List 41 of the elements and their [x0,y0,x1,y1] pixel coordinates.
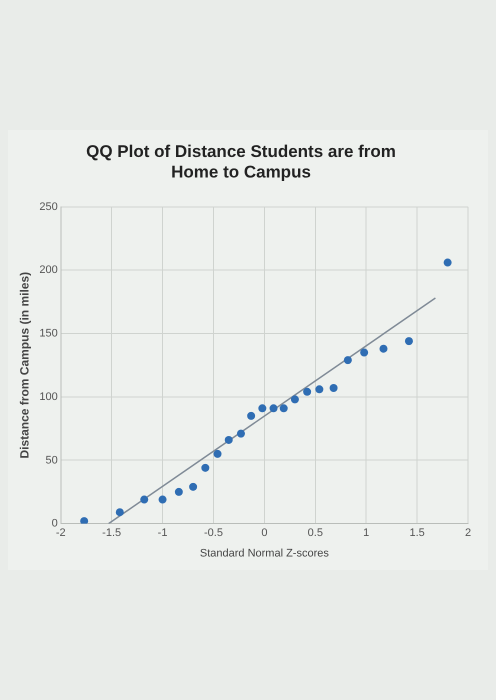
point [201,464,210,472]
y-tick-label: 0 [52,518,58,530]
point [258,404,266,412]
point [280,404,288,412]
x-tick-label: -1.5 [102,527,122,540]
x-tick-label: 0 [261,527,268,540]
point [404,337,413,346]
x-tick-label: 1.5 [409,527,425,540]
point [214,450,222,458]
point [444,258,452,267]
chart-title: QQ Plot of Distance Students are from Home to Campus [86,142,396,182]
x-tick-label: -0.5 [204,527,223,540]
y-tick-label: 200 [39,264,58,276]
y-tick-label: 250 [39,200,58,213]
x-tick-label: -1 [158,527,168,540]
x-tick-label: 1 [363,527,370,540]
x-axis-title: Standard Normal Z-scores [200,547,330,560]
point [247,412,256,420]
point [330,384,338,392]
point [174,488,183,496]
y-tick-label: 50 [46,454,58,466]
point [270,404,278,412]
point [116,508,124,516]
point [158,496,167,504]
point [360,348,368,357]
point [315,385,324,394]
point [379,344,388,353]
y-tick-label: 100 [39,390,58,403]
point [80,517,88,524]
point [189,482,198,491]
point [236,430,245,438]
y-tick-label: 150 [39,328,58,340]
x-tick-label: 0.5 [308,527,323,540]
x-tick-label: 2 [464,527,472,540]
point [140,496,148,504]
point [344,356,352,364]
point [290,395,299,404]
x-tick-label: -2 [56,527,66,540]
point [224,436,233,444]
y-axis-title: Distance from Campus (in miles) [18,272,32,459]
point [303,388,312,396]
